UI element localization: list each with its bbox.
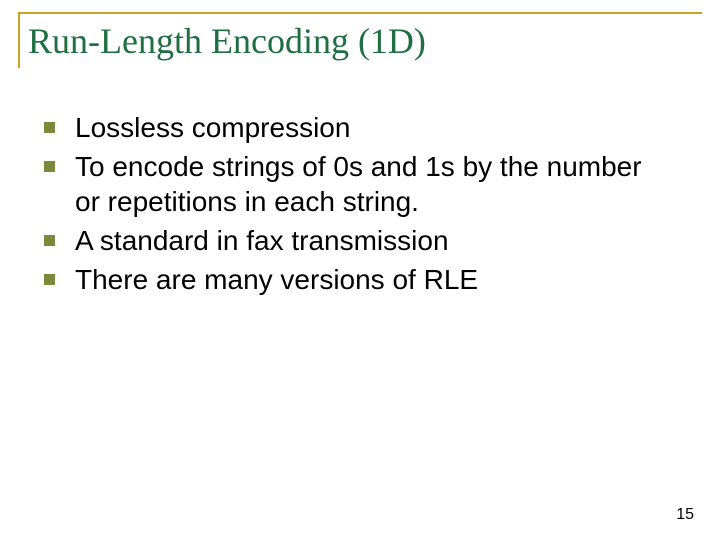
bullet-text: There are many versions of RLE bbox=[75, 262, 478, 297]
square-bullet-icon bbox=[44, 122, 55, 133]
slide: Run-Length Encoding (1D) Lossless compre… bbox=[0, 0, 720, 540]
bullet-text: To encode strings of 0s and 1s by the nu… bbox=[75, 149, 662, 219]
bullet-text: Lossless compression bbox=[75, 110, 350, 145]
list-item: To encode strings of 0s and 1s by the nu… bbox=[44, 149, 662, 219]
page-number: 15 bbox=[676, 506, 694, 524]
slide-title: Run-Length Encoding (1D) bbox=[28, 20, 702, 62]
bullet-text: A standard in fax transmission bbox=[75, 223, 449, 258]
square-bullet-icon bbox=[44, 274, 55, 285]
bullet-list: Lossless compression To encode strings o… bbox=[18, 110, 702, 297]
square-bullet-icon bbox=[44, 161, 55, 172]
list-item: There are many versions of RLE bbox=[44, 262, 662, 297]
list-item: Lossless compression bbox=[44, 110, 662, 145]
square-bullet-icon bbox=[44, 235, 55, 246]
title-container: Run-Length Encoding (1D) bbox=[18, 12, 702, 68]
list-item: A standard in fax transmission bbox=[44, 223, 662, 258]
